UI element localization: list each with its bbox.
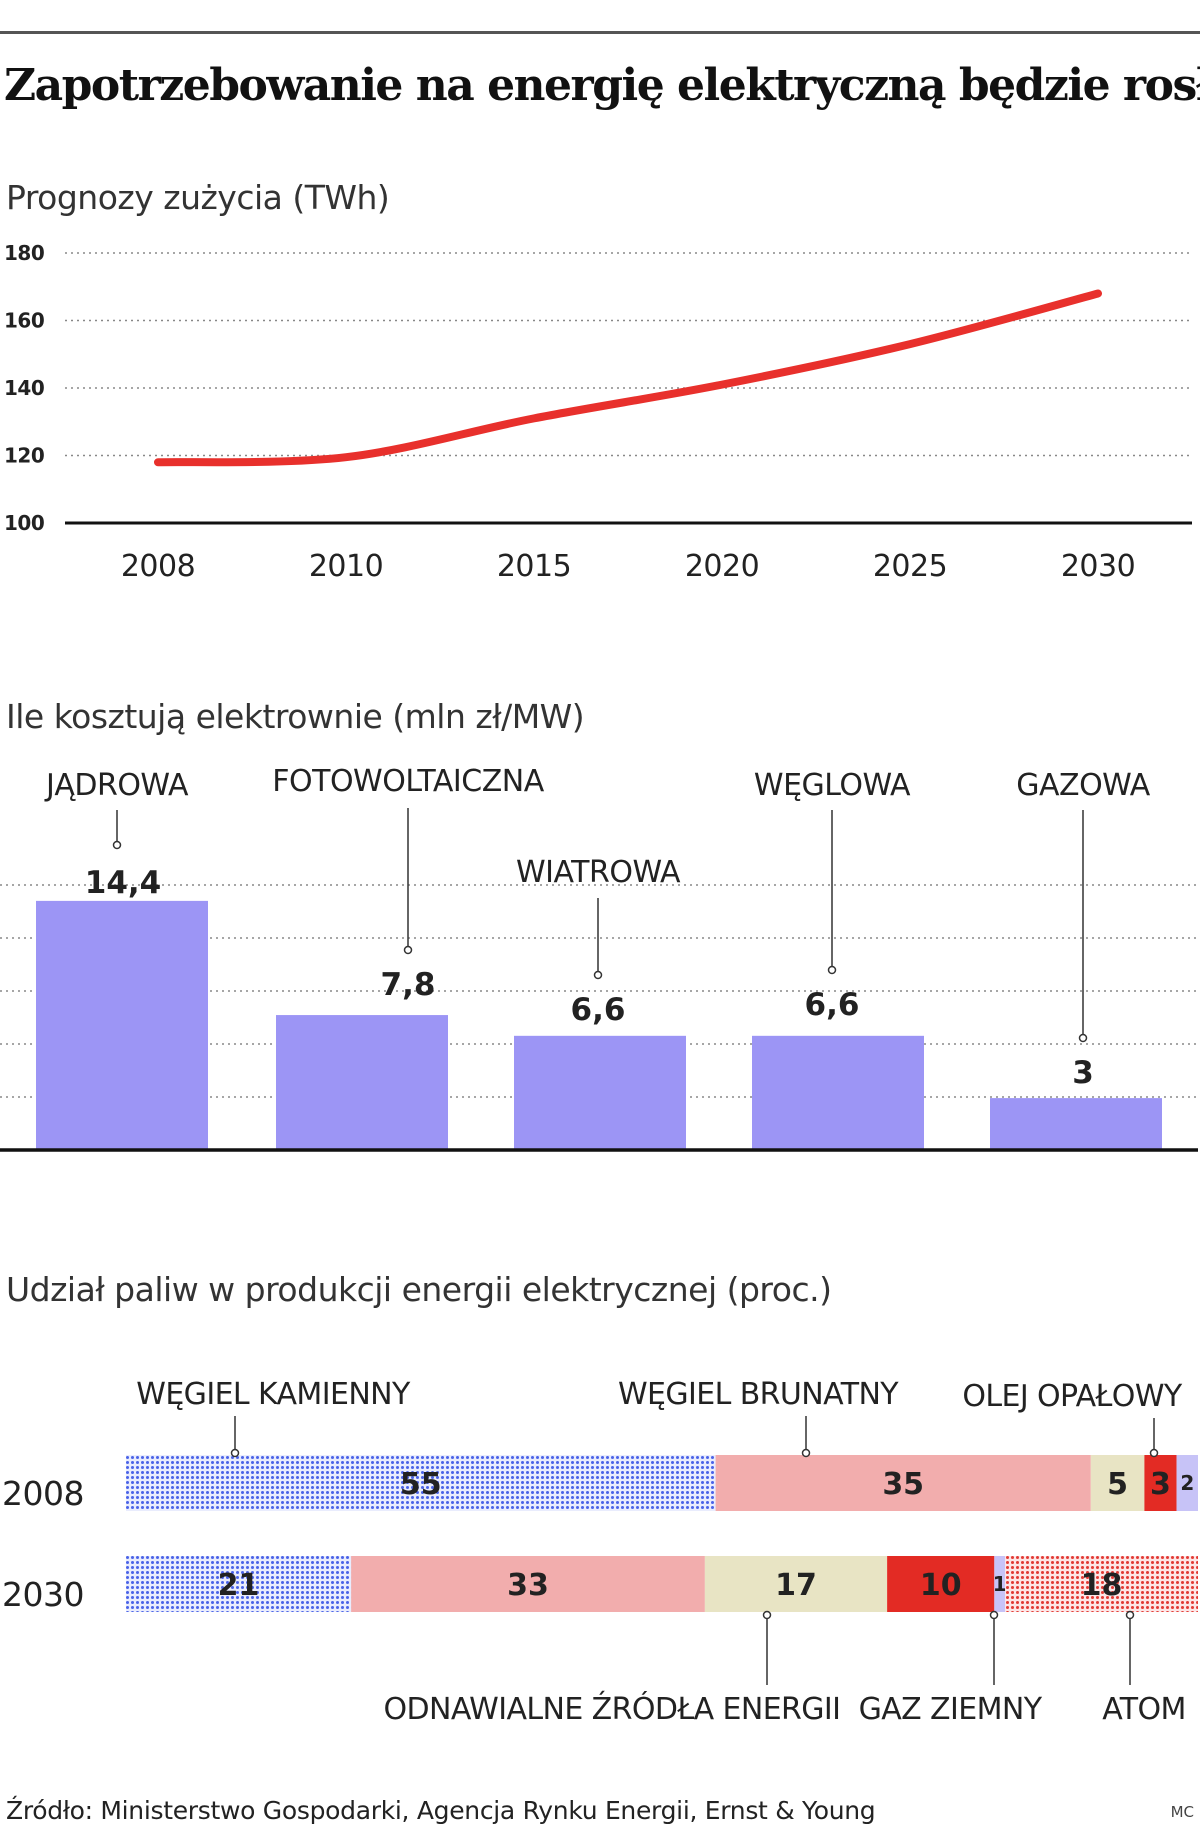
data-label: 6,6: [571, 992, 626, 1028]
data-label: 6,6: [805, 987, 860, 1023]
segment-value: 2: [1180, 1471, 1194, 1495]
y-tick-label: 100: [4, 511, 44, 535]
leader-dot: [989, 1610, 999, 1620]
leader-dot: [230, 1448, 240, 1458]
segment-value: 35: [882, 1467, 924, 1502]
share-chart: 2008 55 35 5 3 2 2030 21 33 17 10 1 18 WĘGIEL KAMIENN…: [2, 1377, 1198, 1727]
segment: [1176, 1455, 1198, 1511]
y-tick-label: 180: [4, 241, 44, 265]
bar: [752, 1035, 924, 1150]
category-label: JĄDROWA: [44, 768, 189, 803]
segment: [704, 1556, 888, 1612]
category-label: GAZOWA: [1016, 768, 1150, 803]
segment: [994, 1556, 1006, 1612]
x-tick-label: 2025: [873, 549, 947, 584]
segment: [351, 1556, 705, 1612]
category-label: WIATROWA: [516, 855, 681, 890]
segment: [1005, 1556, 1198, 1612]
x-tick-label: 2008: [121, 549, 195, 584]
legend-label: ODNAWIALNE ŹRÓDŁA ENERGII: [384, 1690, 841, 1727]
data-label: 14,4: [85, 865, 162, 901]
bar: [36, 900, 208, 1150]
x-tick-label: 2020: [685, 549, 759, 584]
segment: [887, 1556, 995, 1612]
segment-value: 33: [507, 1568, 549, 1603]
bar-chart: JĄDROWA 14,4 FOTOWOLTAICZNA 7,8 WIATROWA 6,6 W…: [0, 764, 1198, 1152]
segment: [126, 1556, 352, 1612]
top-rule: [0, 31, 1200, 34]
line-chart-title: Prognozy zużycia (TWh): [6, 178, 390, 217]
leader-dot: [1078, 1033, 1088, 1043]
leader-dot: [762, 1610, 772, 1620]
leader-dot: [112, 840, 122, 850]
line-chart: 100 120 140 160 180 2008 2010 2015 2020 2025 2030: [4, 241, 1192, 584]
bar-chart-title: Ile kosztują elektrownie (mln zł/MW): [6, 697, 585, 736]
leader-dot: [827, 965, 837, 975]
x-tick-label: 2010: [309, 549, 383, 584]
x-tick-label: 2030: [1061, 549, 1135, 584]
segment: [1144, 1455, 1177, 1511]
data-label: 3: [1072, 1055, 1094, 1091]
leader-dot: [801, 1448, 811, 1458]
category-label: WĘGLOWA: [754, 768, 911, 803]
segment-value: 1: [993, 1572, 1007, 1596]
series-line: [154, 289, 1102, 467]
leader-dot: [1149, 1448, 1159, 1458]
leader-dot: [1125, 1610, 1135, 1620]
x-tick-label: 2015: [497, 549, 571, 584]
y-tick-label: 160: [4, 309, 44, 333]
author-credit: MC: [1170, 1803, 1194, 1821]
segment-value: 3: [1150, 1467, 1171, 1502]
legend-label: OLEJ OPAŁOWY: [962, 1379, 1183, 1414]
segment-value: 17: [775, 1568, 817, 1603]
segment: [126, 1455, 716, 1511]
row-label: 2030: [2, 1575, 84, 1614]
segment-value: 18: [1081, 1568, 1123, 1603]
legend-label: WĘGIEL KAMIENNY: [136, 1377, 411, 1412]
source-note: Źródło: Ministerstwo Gospodarki, Agencja…: [6, 1796, 876, 1825]
share-chart-title: Udział paliw w produkcji energii elektry…: [6, 1270, 832, 1309]
y-tick-label: 140: [4, 376, 44, 400]
legend-label: GAZ ZIEMNY: [859, 1692, 1043, 1727]
bar: [276, 1015, 448, 1150]
segment: [1090, 1455, 1145, 1511]
row-label: 2008: [2, 1474, 84, 1513]
bar: [514, 1035, 686, 1150]
y-tick-label: 120: [4, 444, 44, 468]
segment-value: 21: [218, 1568, 260, 1603]
data-label: 7,8: [381, 967, 436, 1003]
legend-label: WĘGIEL BRUNATNY: [618, 1377, 899, 1412]
category-label: FOTOWOLTAICZNA: [272, 764, 544, 799]
segment-value: 10: [920, 1568, 962, 1603]
leader-dot: [403, 945, 413, 955]
bar: [990, 1098, 1162, 1150]
segment-value: 5: [1107, 1467, 1128, 1502]
segment: [715, 1455, 1091, 1511]
leader-dot: [593, 970, 603, 980]
segment-value: 55: [400, 1467, 442, 1502]
page-title: Zapotrzebowanie na energię elektryczną b…: [4, 60, 1200, 111]
legend-label: ATOM: [1102, 1692, 1186, 1727]
